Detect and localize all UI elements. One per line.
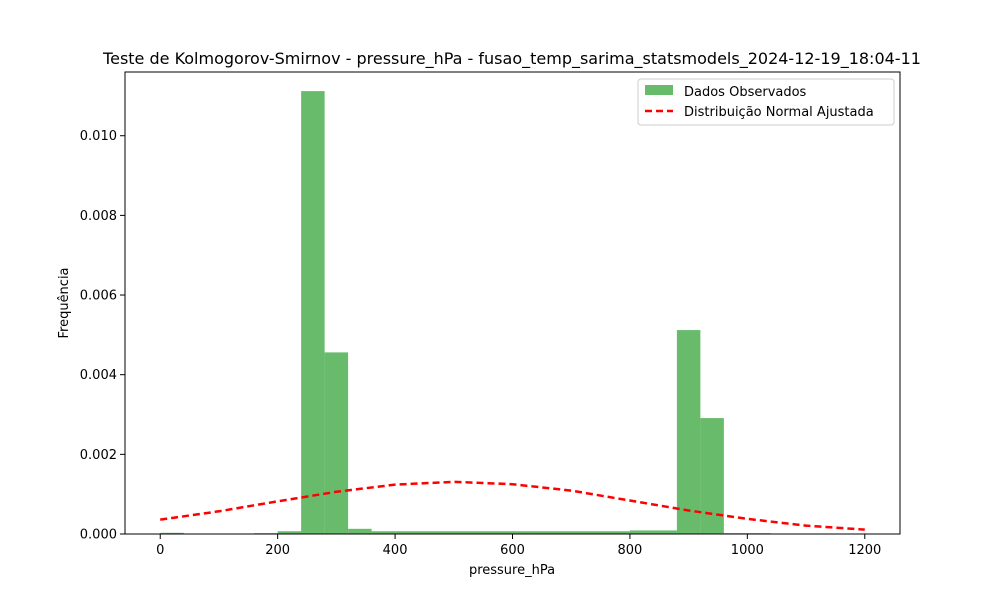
histogram-bar xyxy=(395,531,419,534)
y-tick-label: 0.010 xyxy=(80,129,117,144)
y-tick-label: 0.000 xyxy=(80,528,117,543)
y-tick-label: 0.006 xyxy=(80,289,117,304)
plot-area-frame xyxy=(124,71,901,535)
fitted-normal-curve xyxy=(160,480,865,531)
x-axis-ticks: 0 200 400 600 800 1000 1200 xyxy=(156,534,881,558)
histogram-bar xyxy=(324,352,349,534)
chart-title: Teste de Kolmogorov-Smirnov - pressure_h… xyxy=(102,49,921,69)
histogram-bar xyxy=(418,531,443,534)
y-tick-label: 0.004 xyxy=(80,368,117,383)
x-tick-label: 400 xyxy=(383,543,408,558)
fit-line-group xyxy=(160,480,865,531)
histogram-bar xyxy=(582,531,607,534)
x-tick-label: 600 xyxy=(500,543,525,558)
x-tick-label: 800 xyxy=(618,543,643,558)
histogram-bar xyxy=(700,418,724,534)
histogram-bar xyxy=(559,531,583,534)
y-axis-ticks: 0.000 0.002 0.004 0.006 0.008 0.010 xyxy=(80,129,125,543)
histogram-bar xyxy=(512,531,536,534)
legend-observed-swatch xyxy=(645,85,673,95)
x-tick-label: 1000 xyxy=(731,543,764,558)
x-tick-label: 200 xyxy=(265,543,290,558)
histogram-bar xyxy=(535,531,560,534)
legend-frame xyxy=(637,78,895,126)
histogram-bar xyxy=(489,531,513,534)
x-tick-label: 1200 xyxy=(848,543,881,558)
histogram-bar xyxy=(277,531,302,534)
legend: Dados Observados Distribuição Normal Aju… xyxy=(637,78,895,126)
y-tick-label: 0.002 xyxy=(80,448,117,463)
histogram-bar xyxy=(653,530,677,534)
histogram-bar xyxy=(301,91,325,534)
y-axis-title: Frequência xyxy=(57,267,72,338)
histogram-bar xyxy=(348,528,372,534)
histogram-bar xyxy=(465,531,490,534)
legend-observed-label: Dados Observados xyxy=(684,85,807,100)
histogram-bar xyxy=(442,531,466,534)
histogram-bar xyxy=(676,330,701,534)
histogram-bar xyxy=(629,530,654,534)
histogram-bar xyxy=(606,531,630,534)
x-axis-title: pressure_hPa xyxy=(469,563,555,578)
x-tick-label: 0 xyxy=(156,543,164,558)
histogram-bar xyxy=(371,531,396,534)
histogram-bar xyxy=(160,532,184,534)
legend-fit-label: Distribuição Normal Ajustada xyxy=(684,105,874,120)
y-tick-label: 0.008 xyxy=(80,209,117,224)
histogram-bars xyxy=(160,91,865,535)
